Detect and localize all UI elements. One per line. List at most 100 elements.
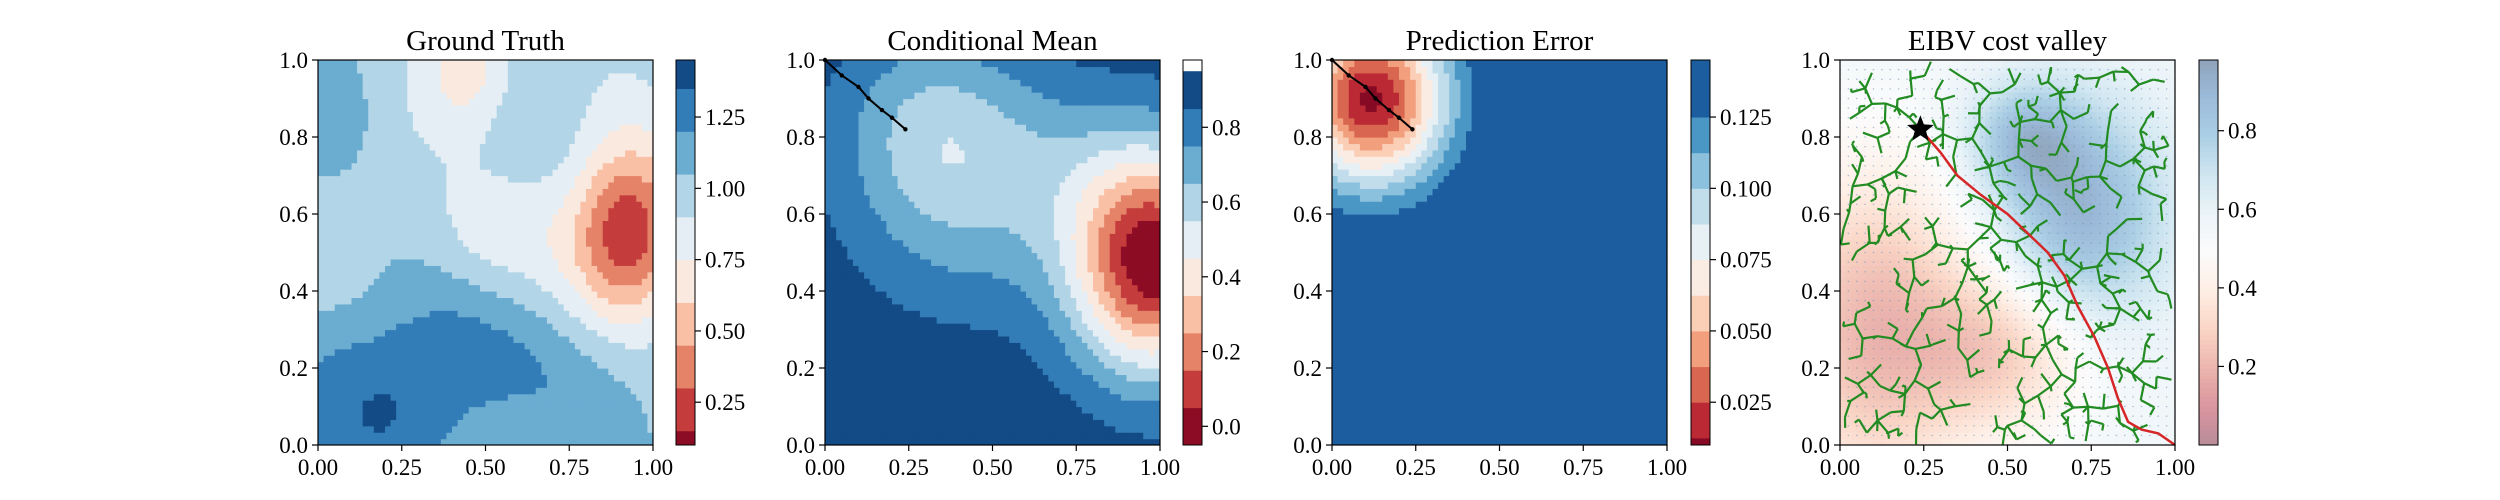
heatmap-cell xyxy=(463,342,470,350)
heatmap-cell xyxy=(491,201,498,209)
heatmap-cell xyxy=(440,156,448,164)
heatmap-cell xyxy=(463,400,470,408)
heatmap-cell xyxy=(396,348,403,356)
heatmap-cell xyxy=(858,188,865,196)
heatmap-cell xyxy=(429,111,436,119)
heatmap-cell xyxy=(597,348,604,356)
heatmap-cell xyxy=(942,66,949,74)
heatmap-cell xyxy=(468,149,475,157)
heatmap-cell xyxy=(864,85,871,93)
heatmap-cell xyxy=(619,297,626,305)
heatmap-cell xyxy=(936,432,943,440)
heatmap-cell xyxy=(586,143,593,151)
heatmap-cell xyxy=(502,297,509,305)
heatmap-cell xyxy=(479,361,487,369)
heatmap-cell xyxy=(468,400,475,408)
heatmap-cell xyxy=(446,329,453,337)
heatmap-cell xyxy=(407,400,414,408)
heatmap-cell xyxy=(334,239,341,247)
heatmap-cell xyxy=(530,297,537,305)
heatmap-cell xyxy=(429,92,436,100)
heatmap-cell xyxy=(619,130,626,138)
heatmap-cell xyxy=(580,104,587,112)
heatmap-cell xyxy=(836,92,843,100)
heatmap-cell xyxy=(496,265,503,273)
heatmap-cell xyxy=(323,400,330,408)
heatmap-cell xyxy=(931,252,938,260)
heatmap-cell xyxy=(530,60,537,68)
heatmap-cell xyxy=(452,181,459,189)
heatmap-cell xyxy=(886,380,893,388)
heatmap-cell xyxy=(625,156,632,164)
heatmap-cell xyxy=(613,284,621,292)
heatmap-cell xyxy=(875,60,882,68)
heatmap-cell xyxy=(563,201,570,209)
heatmap-cell xyxy=(546,406,554,414)
heatmap-cell xyxy=(869,246,876,254)
heatmap-cell xyxy=(647,284,653,292)
heatmap-cell xyxy=(825,438,832,445)
heatmap-cell xyxy=(836,400,843,408)
heatmap-cell xyxy=(546,175,554,183)
heatmap-cell xyxy=(440,181,448,189)
heatmap-cell xyxy=(385,374,392,382)
heatmap-cell xyxy=(418,297,425,305)
heatmap-cell xyxy=(847,425,854,433)
heatmap-cell xyxy=(485,348,492,356)
heatmap-cell xyxy=(357,425,364,433)
heatmap-cell xyxy=(586,278,593,286)
heatmap-cell xyxy=(474,335,481,343)
heatmap-cell xyxy=(936,297,943,305)
heatmap-cell xyxy=(401,271,408,279)
heatmap-cell xyxy=(368,342,375,350)
heatmap-cell xyxy=(864,342,871,350)
heatmap-cell xyxy=(613,72,621,80)
heatmap-cell xyxy=(897,137,904,145)
heatmap-cell xyxy=(847,188,854,196)
heatmap-cell xyxy=(479,355,487,363)
heatmap-cell xyxy=(412,98,420,106)
heatmap-cell xyxy=(569,310,576,318)
heatmap-cell xyxy=(485,226,492,234)
heatmap-cell xyxy=(396,156,403,164)
heatmap-cell xyxy=(429,66,436,74)
heatmap-cell xyxy=(357,220,364,228)
heatmap-cell xyxy=(491,162,498,170)
heatmap-cell xyxy=(357,252,364,260)
heatmap-cell xyxy=(385,368,392,376)
heatmap-cell xyxy=(546,130,554,138)
heatmap-cell xyxy=(334,66,341,74)
heatmap-cell xyxy=(485,335,492,343)
heatmap-cell xyxy=(440,149,448,157)
heatmap-cell xyxy=(546,124,554,132)
heatmap-cell xyxy=(452,117,459,125)
heatmap-cell xyxy=(357,412,364,420)
heatmap-cell xyxy=(897,278,904,286)
heatmap-cell xyxy=(591,342,598,350)
heatmap-cell xyxy=(329,412,336,420)
heatmap-cell xyxy=(502,124,509,132)
heatmap-cell xyxy=(401,380,408,388)
heatmap-cell xyxy=(519,137,526,145)
heatmap-cell xyxy=(908,137,915,145)
heatmap-cell xyxy=(513,329,520,337)
heatmap-cell xyxy=(323,79,330,87)
heatmap-cell xyxy=(323,111,330,119)
heatmap-cell xyxy=(513,60,520,68)
heatmap-cell xyxy=(586,374,593,382)
heatmap-cell xyxy=(340,207,347,215)
heatmap-cell xyxy=(591,226,598,234)
heatmap-cell xyxy=(535,419,542,427)
heatmap-cell xyxy=(474,226,481,234)
heatmap-cell xyxy=(847,342,854,350)
heatmap-cell xyxy=(613,220,621,228)
heatmap-cell xyxy=(329,271,336,279)
heatmap-cell xyxy=(541,220,548,228)
heatmap-cell xyxy=(830,214,837,222)
heatmap-cell xyxy=(908,252,915,260)
heatmap-cell xyxy=(530,271,537,279)
heatmap-cell xyxy=(496,98,503,106)
heatmap-cell xyxy=(919,387,927,395)
heatmap-cell xyxy=(452,400,459,408)
heatmap-cell xyxy=(491,355,498,363)
